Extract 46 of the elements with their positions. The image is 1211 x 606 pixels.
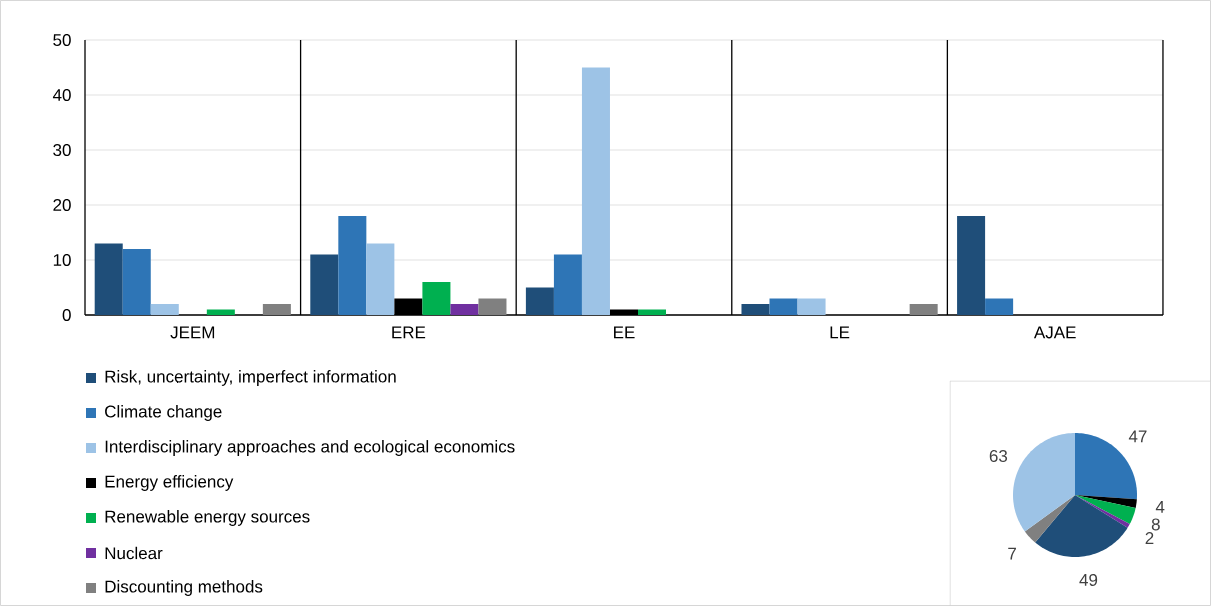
y-tick-label: 20 xyxy=(53,198,71,212)
data-label: 8 xyxy=(1151,518,1160,531)
bar xyxy=(638,309,667,315)
bar xyxy=(581,67,610,315)
bar xyxy=(262,304,291,315)
data-label: 63 xyxy=(989,449,1008,462)
legend-label: Climate change xyxy=(105,405,222,421)
bar xyxy=(553,254,582,315)
data-label: 49 xyxy=(1079,573,1098,586)
x-tick-label: EE xyxy=(614,326,635,339)
bar xyxy=(909,304,938,315)
bar xyxy=(150,304,179,315)
y-tick-label: 40 xyxy=(52,88,71,102)
bar xyxy=(797,298,826,315)
x-tick-label: LE xyxy=(830,326,850,339)
y-tick-label: 30 xyxy=(53,143,71,157)
x-tick-label: JEEM xyxy=(170,326,215,339)
bar xyxy=(338,216,367,315)
legend-label: Energy efficiency xyxy=(105,475,234,491)
x-tick-label: ERE xyxy=(392,326,426,339)
legend-label: Risk, uncertainty, imperfect information xyxy=(105,370,396,386)
y-tick-label: 50 xyxy=(53,33,71,47)
bar xyxy=(957,216,986,315)
y-tick-label: 0 xyxy=(62,308,71,322)
bar xyxy=(525,287,554,315)
bar xyxy=(478,298,507,315)
legend-label: Discounting methods xyxy=(105,580,263,596)
bar xyxy=(450,304,479,315)
bar xyxy=(206,309,235,315)
bar xyxy=(366,243,395,315)
data-label: 4 xyxy=(1155,501,1165,513)
data-label: 47 xyxy=(1128,430,1147,443)
legend-label: Renewable energy sources xyxy=(105,510,310,526)
y-tick-label: 10 xyxy=(53,253,71,267)
x-tick-label: AJAE xyxy=(1033,326,1076,339)
legend-label: Interdisciplinary approaches and ecological economics xyxy=(105,440,515,456)
bar xyxy=(122,249,151,315)
bar xyxy=(94,243,123,315)
bar xyxy=(741,304,770,315)
bar xyxy=(422,282,451,315)
bar xyxy=(310,254,339,315)
legend-label: Nuclear xyxy=(105,546,163,560)
data-label: 2 xyxy=(1145,532,1154,544)
bar xyxy=(985,298,1014,315)
data-label: 7 xyxy=(1008,547,1016,560)
bar xyxy=(769,298,798,315)
